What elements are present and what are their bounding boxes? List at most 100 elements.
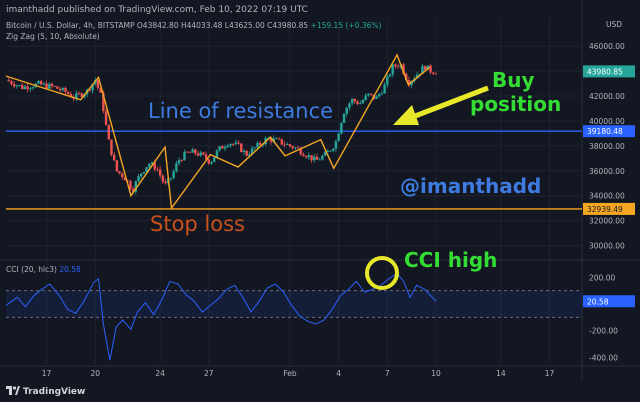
candle-up xyxy=(150,162,154,165)
candle-up xyxy=(145,167,148,173)
zigzag-indicator xyxy=(5,53,430,211)
cci-legend-label: CCI (20, hlc3) xyxy=(6,265,57,274)
candle-down xyxy=(283,144,286,146)
candle-up xyxy=(42,83,46,85)
last-price-tag xyxy=(583,65,635,78)
candles xyxy=(7,62,438,195)
candle-up xyxy=(326,150,330,153)
candle-down xyxy=(202,152,205,155)
candle-up xyxy=(342,113,346,123)
handle-annotation: @imanthadd xyxy=(400,174,541,198)
stoploss-price-tag xyxy=(583,202,635,215)
candle-down xyxy=(129,181,132,189)
candle-down xyxy=(269,137,273,142)
candle-down xyxy=(204,154,208,160)
candle-down xyxy=(188,152,192,153)
brand-footer: TradingView xyxy=(6,386,85,397)
candle-up xyxy=(350,98,354,104)
price-tick-label: 36000.00 xyxy=(589,167,625,176)
resistance-price-tag-label: 39180.48 xyxy=(587,127,623,136)
candle-down xyxy=(123,177,127,181)
candle-down xyxy=(110,139,113,155)
cci-pane xyxy=(5,272,582,361)
candle-down xyxy=(56,86,59,89)
candle-up xyxy=(383,84,386,94)
candle-down xyxy=(58,88,62,91)
candle-up xyxy=(23,86,27,90)
candle-up xyxy=(15,85,19,87)
candle-up xyxy=(272,138,275,142)
publisher-line: imanthadd published on TradingView.com, … xyxy=(6,5,308,15)
candle-down xyxy=(39,81,43,85)
candle-down xyxy=(50,83,54,87)
resistance-price-tag xyxy=(583,125,635,138)
candle-down xyxy=(107,124,110,140)
candle-up xyxy=(37,81,40,84)
candle-down xyxy=(53,86,56,87)
candle-up xyxy=(242,150,246,153)
price-change: +159.15 (+0.36%) xyxy=(310,21,382,30)
candle-down xyxy=(104,111,108,125)
candle-up xyxy=(359,103,362,105)
annotations: Line of resistance Stop loss @imanthadd … xyxy=(148,68,561,290)
candle-down xyxy=(185,151,189,153)
candle-down xyxy=(126,180,129,182)
candle-up xyxy=(31,87,35,89)
candle-up xyxy=(345,107,348,114)
candle-down xyxy=(302,154,305,157)
candle-down xyxy=(369,93,373,95)
price-tick-label: 42000.00 xyxy=(589,92,625,101)
candle-down xyxy=(434,73,438,75)
candle-up xyxy=(364,95,367,101)
candle-down xyxy=(66,92,70,94)
candle-up xyxy=(380,93,384,95)
candle-up xyxy=(213,157,216,163)
candle-up xyxy=(256,142,259,148)
time-tick-label: 24 xyxy=(155,369,165,378)
buy-arrow xyxy=(393,85,489,125)
candle-up xyxy=(226,145,229,148)
candle-down xyxy=(180,160,183,162)
candle-up xyxy=(75,93,78,99)
time-tick-label: 17 xyxy=(42,369,52,378)
candle-down xyxy=(45,83,48,89)
time-tick-label: 4 xyxy=(336,369,341,378)
candle-up xyxy=(218,146,221,151)
candle-up xyxy=(418,73,421,75)
candle-up xyxy=(361,100,365,104)
candle-down xyxy=(277,138,281,140)
candle-down xyxy=(196,153,200,156)
cci-tick-label: -200.00 xyxy=(589,327,618,336)
candle-down xyxy=(112,154,116,161)
price-tick-label: 40000.00 xyxy=(589,117,625,126)
candle-down xyxy=(115,160,119,172)
candle-up xyxy=(140,173,143,177)
candle-down xyxy=(21,85,24,90)
cci-value-tag xyxy=(583,295,635,308)
price-tick-label: 46000.00 xyxy=(589,42,625,51)
last-price-tag-label: 43980.85 xyxy=(587,67,623,76)
candle-down xyxy=(221,146,224,149)
candle-up xyxy=(215,150,219,158)
candle-up xyxy=(137,176,140,182)
candle-down xyxy=(299,148,302,155)
candle-down xyxy=(315,156,319,160)
tradingview-logo-icon xyxy=(6,386,20,395)
candle-down xyxy=(161,175,165,182)
cci-value-tag-label: 20.58 xyxy=(587,297,609,306)
candle-down xyxy=(356,101,359,105)
candle-up xyxy=(286,144,289,145)
cci-legend: CCI (20, hlc3) 20.58 xyxy=(6,265,81,274)
candle-down xyxy=(291,146,294,149)
candle-up xyxy=(340,122,343,134)
candle-down xyxy=(88,89,92,91)
candle-down xyxy=(153,162,156,170)
candle-down xyxy=(121,173,124,178)
candle-up xyxy=(91,83,94,91)
candle-down xyxy=(280,139,284,145)
candle-up xyxy=(307,155,311,158)
candle-down xyxy=(258,142,262,145)
candle-down xyxy=(407,80,411,86)
candle-up xyxy=(175,163,178,172)
